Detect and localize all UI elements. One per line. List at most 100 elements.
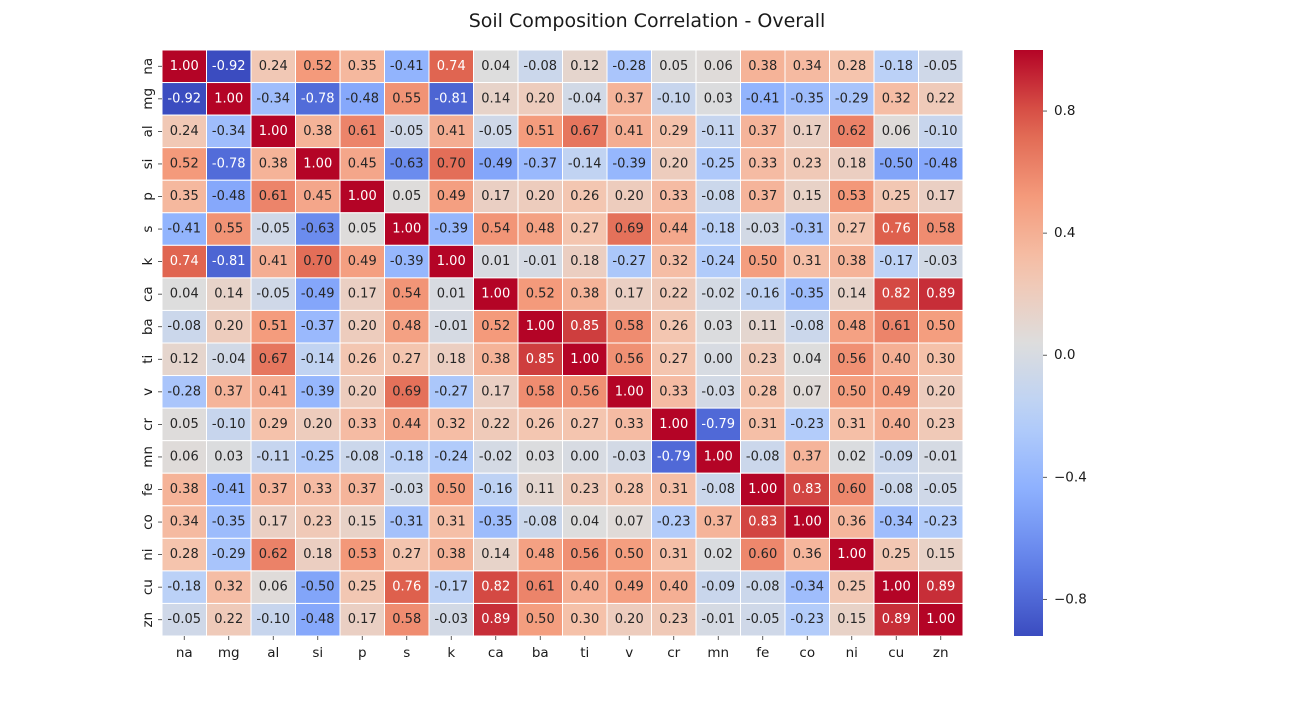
heatmap-cell-al-cu bbox=[873, 114, 919, 149]
cell-label-ti-ba: 0.85 bbox=[526, 352, 555, 367]
heatmap-cell-ca-mg bbox=[206, 277, 252, 311]
cell-label-co-p: 0.15 bbox=[348, 515, 377, 530]
cell-label-ni-ni: 1.00 bbox=[837, 547, 866, 562]
cell-label-k-ca: 0.01 bbox=[481, 254, 510, 269]
heatmap-cell-v-mn bbox=[695, 375, 741, 409]
heatmap-cell-na-co bbox=[784, 49, 830, 84]
cell-label-p-mg: -0.48 bbox=[212, 189, 246, 204]
cell-label-ca-p: 0.17 bbox=[348, 287, 377, 302]
cell-label-mn-si: -0.25 bbox=[301, 449, 335, 464]
heatmap-cell-s-ca bbox=[473, 212, 519, 246]
heatmap-cell-ba-s bbox=[384, 309, 430, 344]
cell-label-si-cu: -0.50 bbox=[879, 156, 913, 171]
cell-label-cr-al: 0.29 bbox=[259, 417, 288, 432]
cell-label-ca-fe: -0.16 bbox=[746, 287, 780, 302]
cell-label-co-na: 0.34 bbox=[170, 515, 199, 530]
heatmap-cell-v-v bbox=[606, 375, 652, 409]
cell-label-fe-zn: -0.05 bbox=[924, 482, 958, 497]
cell-label-p-cu: 0.25 bbox=[882, 189, 911, 204]
heatmap-cell-cu-cr bbox=[651, 570, 697, 604]
x-tick-label-na: na bbox=[176, 645, 193, 661]
heatmap-cell-na-ca bbox=[473, 49, 519, 84]
cell-label-mg-mg: 1.00 bbox=[214, 91, 243, 106]
cell-label-s-ni: 0.27 bbox=[837, 222, 866, 237]
cell-label-mn-p: -0.08 bbox=[345, 449, 379, 464]
cell-label-co-s: -0.31 bbox=[390, 515, 424, 530]
cell-label-ti-mn: 0.00 bbox=[704, 352, 733, 367]
heatmap-cell-ba-ca bbox=[473, 309, 519, 344]
cell-label-si-mn: -0.25 bbox=[701, 156, 735, 171]
cell-label-ca-s: 0.54 bbox=[392, 287, 421, 302]
cell-label-fe-cr: 0.31 bbox=[659, 482, 688, 497]
heatmap-cell-zn-cu bbox=[873, 602, 919, 637]
heatmap-cell-fe-v bbox=[606, 472, 652, 507]
cell-label-fe-ba: 0.11 bbox=[526, 482, 555, 497]
cell-label-co-k: 0.31 bbox=[437, 515, 466, 530]
cell-label-mn-cu: -0.09 bbox=[879, 449, 913, 464]
heatmap-cell-ba-mg bbox=[206, 309, 252, 344]
heatmap-cell-zn-si bbox=[295, 602, 341, 637]
cell-label-co-co: 1.00 bbox=[793, 515, 822, 530]
cell-label-ca-na: 0.04 bbox=[170, 287, 199, 302]
cell-label-ca-ca: 1.00 bbox=[481, 287, 510, 302]
heatmap-cell-fe-mg bbox=[206, 472, 252, 507]
cell-label-k-fe: 0.50 bbox=[748, 254, 777, 269]
cell-label-ti-al: 0.67 bbox=[259, 352, 288, 367]
heatmap-cell-ni-co bbox=[784, 537, 830, 572]
y-tick-label-si: si bbox=[140, 159, 156, 170]
x-tick-label-ti: ti bbox=[580, 645, 589, 661]
cell-label-ba-v: 0.58 bbox=[615, 319, 644, 334]
cell-label-s-na: -0.41 bbox=[167, 222, 201, 237]
heatmap-cell-co-co bbox=[784, 505, 830, 539]
cell-label-al-cu: 0.06 bbox=[882, 124, 911, 139]
heatmap-cell-k-ca bbox=[473, 244, 519, 279]
cell-label-ti-s: 0.27 bbox=[392, 352, 421, 367]
colorbar-tick-label-2: 0.0 bbox=[1054, 347, 1075, 363]
y-tick-label-mg: mg bbox=[140, 88, 156, 110]
cell-label-ti-si: -0.14 bbox=[301, 352, 335, 367]
y-tick-label-ni: ni bbox=[140, 548, 156, 560]
cell-label-ba-na: -0.08 bbox=[167, 319, 201, 334]
cell-label-v-fe: 0.28 bbox=[748, 384, 777, 399]
cell-label-co-mg: -0.35 bbox=[212, 515, 246, 530]
cell-label-v-k: -0.27 bbox=[434, 384, 468, 399]
heatmap-cell-cr-zn bbox=[918, 407, 964, 442]
y-tick-label-cr: cr bbox=[140, 417, 156, 430]
cell-label-co-ca: -0.35 bbox=[479, 515, 513, 530]
cell-label-ni-cu: 0.25 bbox=[882, 547, 911, 562]
cell-label-ca-ba: 0.52 bbox=[526, 287, 555, 302]
cell-label-cr-ca: 0.22 bbox=[481, 417, 510, 432]
cell-label-na-ti: 0.12 bbox=[570, 59, 599, 74]
cell-label-p-ca: 0.17 bbox=[481, 189, 510, 204]
heatmap-cell-ni-ni bbox=[829, 537, 875, 572]
heatmap-cell-cr-cu bbox=[873, 407, 919, 442]
heatmap-cell-si-zn bbox=[918, 147, 964, 181]
cell-label-k-al: 0.41 bbox=[259, 254, 288, 269]
cell-label-mn-s: -0.18 bbox=[390, 449, 424, 464]
heatmap-cell-mg-s bbox=[384, 82, 430, 116]
heatmap-cell-k-p bbox=[339, 244, 385, 279]
heatmap-cell-k-fe bbox=[740, 244, 786, 279]
y-tick-label-p: p bbox=[140, 192, 156, 201]
cell-label-cr-ba: 0.26 bbox=[526, 417, 555, 432]
cell-label-v-mg: 0.37 bbox=[214, 384, 243, 399]
cell-label-ca-al: -0.05 bbox=[256, 287, 290, 302]
cell-label-al-mg: -0.34 bbox=[212, 124, 246, 139]
y-tick-label-ca: ca bbox=[140, 286, 156, 302]
heatmap-cell-co-s bbox=[384, 505, 430, 539]
heatmap-cell-al-ni bbox=[829, 114, 875, 149]
cell-label-mn-ni: 0.02 bbox=[837, 449, 866, 464]
cell-label-s-cr: 0.44 bbox=[659, 222, 688, 237]
cell-label-si-co: 0.23 bbox=[793, 156, 822, 171]
heatmap-cell-mg-mn bbox=[695, 82, 741, 116]
cell-label-zn-ca: 0.89 bbox=[481, 612, 510, 627]
heatmap-cell-mg-v bbox=[606, 82, 652, 116]
heatmap-cell-v-ca bbox=[473, 375, 519, 409]
heatmap-cells bbox=[161, 49, 964, 637]
cell-label-cr-co: -0.23 bbox=[790, 417, 824, 432]
cell-label-na-fe: 0.38 bbox=[748, 59, 777, 74]
heatmap-cell-cr-ni bbox=[829, 407, 875, 442]
heatmap-cell-mn-p bbox=[339, 440, 385, 474]
cell-label-ni-p: 0.53 bbox=[348, 547, 377, 562]
cell-label-cu-mg: 0.32 bbox=[214, 580, 243, 595]
